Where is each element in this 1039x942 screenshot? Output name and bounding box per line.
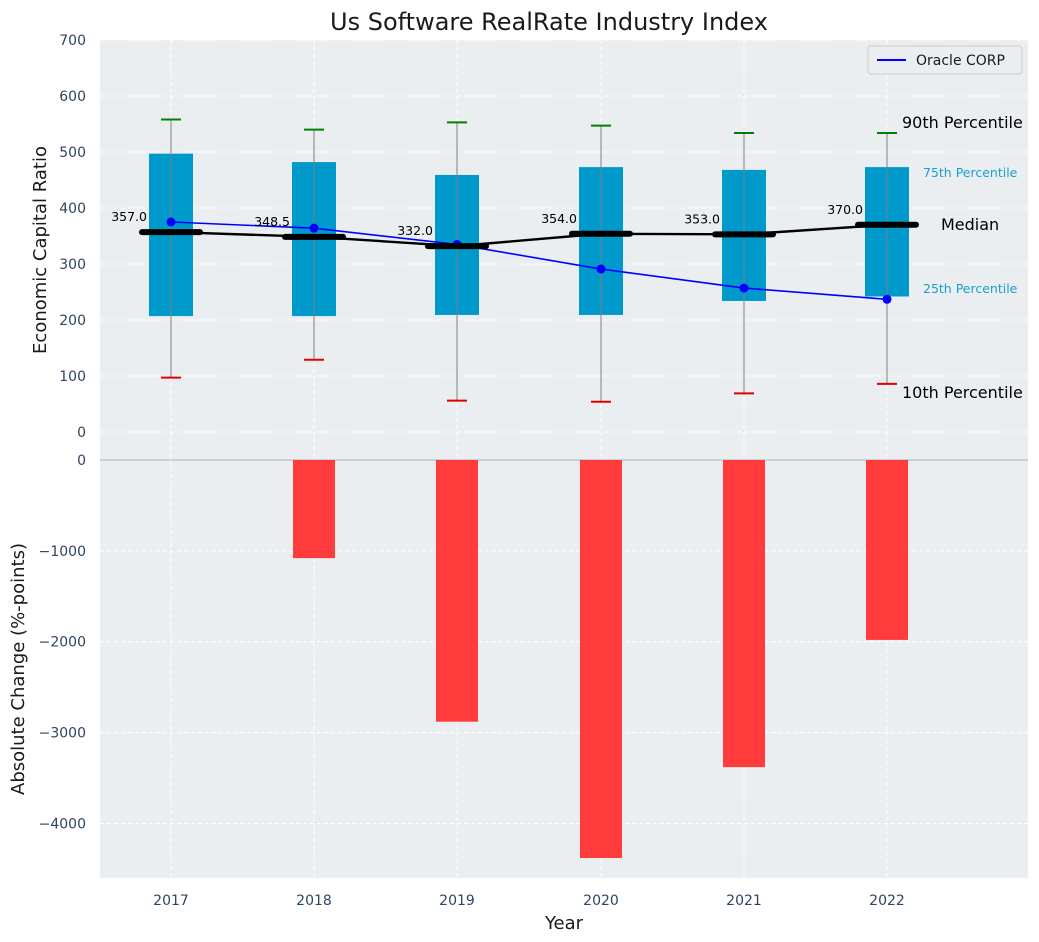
x-tick-label: 2020 <box>583 893 619 909</box>
change-bar <box>723 460 765 768</box>
company-series <box>166 217 892 304</box>
x-axis-title: Year <box>544 913 584 934</box>
bottom-y-tick-label: −4000 <box>39 816 86 832</box>
median-value-label: 353.0 <box>684 211 720 226</box>
annotation-median: Median <box>941 215 999 234</box>
bottom-y-tick-label: −1000 <box>39 544 86 560</box>
x-tick-label: 2022 <box>869 893 905 909</box>
company-point <box>882 294 892 304</box>
percentile-caps <box>161 118 897 403</box>
company-point <box>739 283 749 293</box>
annotation-25th-percentile: 25th Percentile <box>923 281 1018 296</box>
change-bar <box>866 460 908 640</box>
top-y-tick-label: 100 <box>59 369 86 385</box>
median-value-labels: 357.0 348.5 332.0 354.0 353.0 370.0 <box>111 202 863 238</box>
chart-title: Us Software RealRate Industry Index <box>330 8 768 36</box>
bottom-y-tick-label: 0 <box>77 453 86 469</box>
top-y-tick-label: 300 <box>59 257 86 273</box>
median-series <box>139 221 919 250</box>
top-y-tick-label: 0 <box>77 425 86 441</box>
median-value-label: 348.5 <box>254 214 290 229</box>
top-y-tick-labels: 0 100 200 300 400 500 600 700 <box>59 33 86 441</box>
x-tick-label: 2017 <box>153 893 189 909</box>
top-y-tick-label: 700 <box>59 33 86 49</box>
bottom-y-tick-label: −3000 <box>39 726 86 742</box>
median-value-label: 370.0 <box>827 202 863 217</box>
legend-box <box>867 45 1023 75</box>
annotation-90th-percentile: 90th Percentile <box>902 113 1023 132</box>
top-y-tick-label: 500 <box>59 145 86 161</box>
change-bars <box>293 460 908 859</box>
legend-label: Oracle CORP <box>916 53 1005 69</box>
x-tick-label: 2021 <box>726 893 762 909</box>
annotation-10th-percentile: 10th Percentile <box>902 383 1023 402</box>
top-y-tick-label: 400 <box>59 201 86 217</box>
median-value-label: 332.0 <box>397 223 433 238</box>
company-point <box>596 264 606 274</box>
bottom-y-tick-labels: 0 −1000 −2000 −3000 −4000 <box>39 453 86 832</box>
x-tick-label: 2018 <box>296 893 332 909</box>
legend: Oracle CORP <box>867 45 1023 75</box>
top-y-tick-label: 200 <box>59 313 86 329</box>
whiskers <box>170 119 888 402</box>
company-line <box>170 221 888 301</box>
top-y-tick-label: 600 <box>59 89 86 105</box>
change-bar <box>436 460 478 722</box>
x-tick-label: 2019 <box>439 893 475 909</box>
annotation-75th-percentile: 75th Percentile <box>923 165 1018 180</box>
bottom-y-axis-title: Absolute Change (%-points) <box>8 543 29 795</box>
change-bar <box>293 460 335 559</box>
median-value-label: 354.0 <box>541 211 577 226</box>
bottom-y-tick-label: −2000 <box>39 635 86 651</box>
top-y-axis-title: Economic Capital Ratio <box>30 146 51 354</box>
median-value-label: 357.0 <box>111 209 147 224</box>
company-point <box>166 217 176 227</box>
change-bar <box>580 460 622 859</box>
x-tick-labels: 2017 2018 2019 2020 2021 2022 <box>153 893 905 909</box>
company-point <box>309 223 319 233</box>
